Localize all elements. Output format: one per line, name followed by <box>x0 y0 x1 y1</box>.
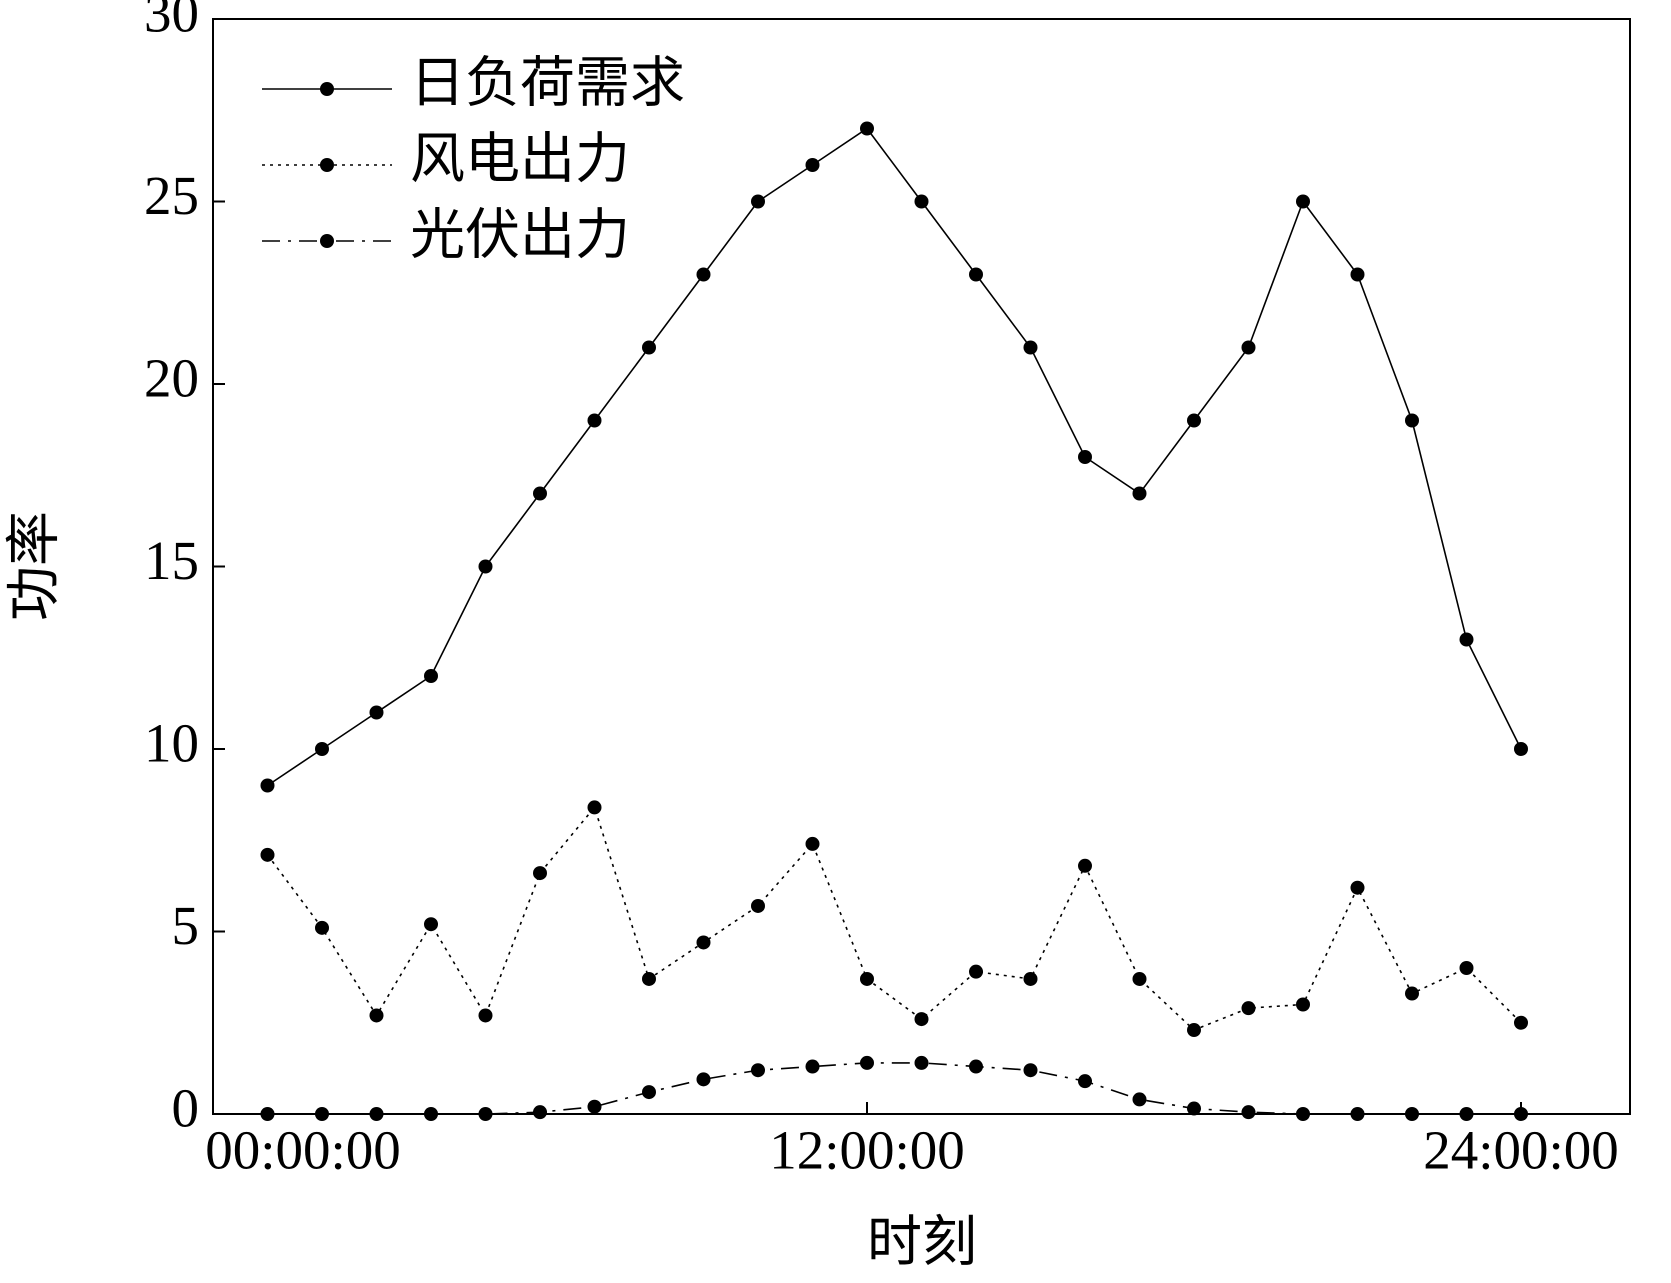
point <box>860 121 874 136</box>
y-axis-label: 功率 <box>4 511 65 621</box>
point <box>1078 858 1092 873</box>
point <box>533 1105 547 1120</box>
x-axis-label: 时刻 <box>867 1212 977 1273</box>
point <box>315 1107 329 1121</box>
point <box>1187 1101 1201 1116</box>
point <box>751 898 765 913</box>
point <box>642 340 656 355</box>
point <box>315 920 329 935</box>
point <box>1132 971 1147 986</box>
legend-marker <box>320 82 334 96</box>
y-tick-label: 10 <box>144 713 199 774</box>
point <box>1132 1092 1147 1107</box>
point <box>1350 880 1365 895</box>
point <box>696 267 711 282</box>
y-tick-label: 15 <box>144 530 199 591</box>
x-tick-label: 24:00:00 <box>1423 1120 1619 1181</box>
point <box>369 1107 384 1121</box>
point <box>696 935 711 950</box>
point <box>1405 1107 1419 1121</box>
point <box>805 836 820 851</box>
y-tick-label: 0 <box>172 1078 200 1139</box>
point <box>424 917 438 932</box>
y-tick-label: 5 <box>172 895 200 956</box>
y-tick-label: 25 <box>144 165 199 226</box>
point <box>587 800 602 815</box>
point <box>1405 413 1419 428</box>
point <box>860 1055 874 1070</box>
point <box>478 559 493 574</box>
point <box>1350 1107 1365 1121</box>
point <box>1405 986 1419 1001</box>
point <box>751 1063 765 1078</box>
point <box>260 1107 275 1121</box>
point <box>1078 450 1092 464</box>
point <box>1296 997 1310 1012</box>
point <box>1241 1105 1256 1120</box>
point <box>478 1008 493 1023</box>
point <box>1241 340 1256 355</box>
y-tick-label: 30 <box>144 0 199 44</box>
point <box>969 964 983 979</box>
point <box>914 1012 929 1027</box>
point <box>1078 1074 1092 1089</box>
point <box>696 1072 711 1087</box>
point <box>969 267 983 282</box>
point <box>642 971 656 986</box>
series-line <box>267 127 1522 787</box>
point <box>1241 1001 1256 1016</box>
point <box>914 194 929 209</box>
point <box>1296 1107 1310 1121</box>
x-tick-label: 12:00:00 <box>769 1120 965 1181</box>
legend-marker <box>320 234 334 248</box>
point <box>315 742 329 756</box>
point <box>860 971 874 986</box>
series-line <box>267 1062 1521 1115</box>
legend-label: 光伏出力 <box>410 205 630 266</box>
series-line <box>266 805 1522 1031</box>
point <box>1023 1063 1038 1078</box>
point <box>1132 486 1147 501</box>
y-tick-label: 20 <box>144 348 199 409</box>
point <box>1514 1015 1528 1030</box>
x-tick-label: 00:00:00 <box>205 1120 401 1181</box>
point <box>1023 971 1038 986</box>
point <box>1187 1023 1201 1038</box>
point <box>533 486 547 501</box>
point <box>969 1059 983 1074</box>
point <box>587 1099 602 1114</box>
point <box>1023 340 1038 355</box>
point <box>424 1107 438 1121</box>
point <box>1459 961 1474 975</box>
point <box>1296 194 1310 209</box>
point <box>533 866 547 881</box>
point <box>805 1059 820 1074</box>
point <box>260 778 275 793</box>
point <box>587 413 602 428</box>
point <box>1187 413 1201 428</box>
legend-marker <box>320 158 334 172</box>
point <box>260 847 275 862</box>
legend-label: 日负荷需求 <box>410 53 685 114</box>
point <box>369 1008 384 1023</box>
point <box>1514 1107 1528 1121</box>
point <box>751 194 765 209</box>
point <box>478 1107 493 1121</box>
point <box>1459 632 1474 647</box>
point <box>805 158 820 172</box>
point <box>1350 267 1365 282</box>
point <box>642 1085 656 1100</box>
legend-label: 风电出力 <box>410 129 630 190</box>
point <box>914 1055 929 1070</box>
point <box>1514 742 1528 756</box>
point <box>424 669 438 683</box>
point <box>369 705 384 720</box>
point <box>1459 1107 1474 1121</box>
